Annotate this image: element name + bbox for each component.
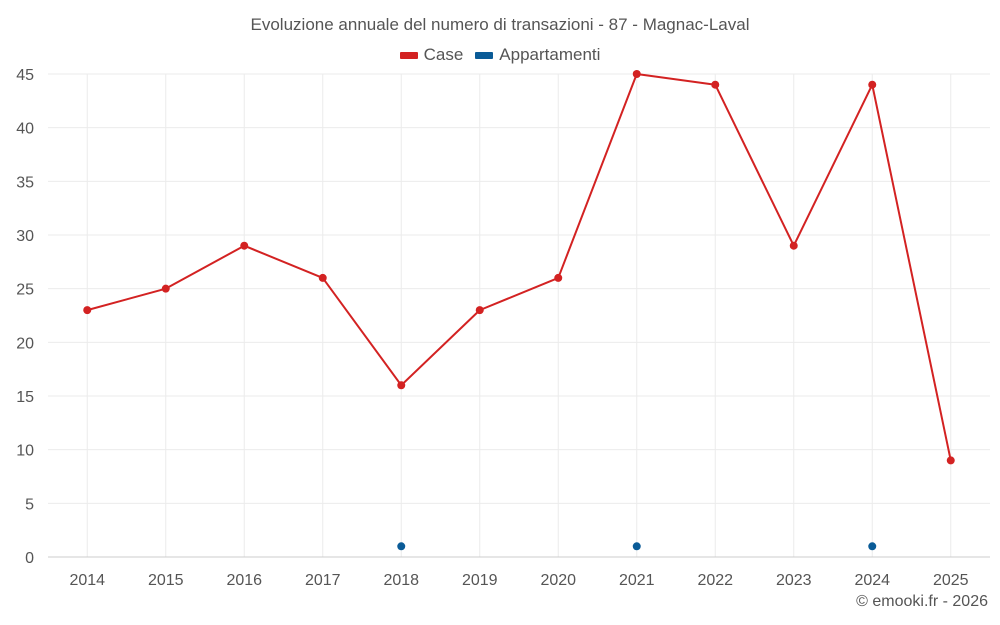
y-tick-label: 40 (16, 121, 34, 138)
data-point (868, 80, 877, 89)
legend-swatch-appartamenti (475, 51, 494, 59)
x-tick-label: 2020 (540, 572, 576, 589)
data-point (397, 542, 406, 551)
data-point (318, 273, 327, 282)
x-tick-label: 2022 (697, 572, 733, 589)
legend-item-appartamenti[interactable]: Appartamenti (475, 45, 600, 65)
y-tick-label: 15 (16, 389, 34, 406)
data-point (789, 241, 798, 250)
x-tick-label: 2018 (383, 572, 419, 589)
y-tick-label: 30 (16, 228, 34, 245)
x-tick-label: 2015 (148, 572, 184, 589)
legend-label-case: Case (423, 45, 464, 64)
x-tick-label: 2017 (305, 572, 341, 589)
chart-title: Evoluzione annuale del numero di transaz… (250, 15, 750, 34)
x-tick-label: 2021 (619, 572, 655, 589)
y-tick-label: 20 (16, 335, 34, 352)
x-tick-label: 2019 (462, 572, 498, 589)
y-tick-label: 25 (16, 282, 34, 299)
legend-label-appartamenti: Appartamenti (499, 45, 601, 64)
y-tick-label: 35 (16, 174, 34, 191)
y-tick-label: 0 (25, 550, 34, 567)
data-point (83, 306, 92, 315)
series-line-0 (86, 73, 952, 461)
data-point (711, 80, 720, 89)
x-tick-label: 2016 (226, 572, 262, 589)
legend: Case Appartamenti (0, 45, 1000, 65)
legend-swatch-case (399, 51, 418, 59)
x-tick-label: 2025 (933, 572, 969, 589)
data-point (868, 542, 877, 551)
y-tick-label: 45 (16, 67, 34, 84)
data-point (554, 273, 563, 282)
y-tick-label: 5 (25, 496, 34, 513)
data-point (475, 306, 484, 315)
data-point (240, 241, 249, 250)
data-point (397, 381, 406, 390)
y-tick-label: 10 (16, 443, 34, 460)
data-point (946, 456, 955, 465)
x-tick-label: 2014 (69, 572, 105, 589)
data-point (161, 284, 170, 293)
x-tick-label: 2023 (776, 572, 812, 589)
data-point (632, 70, 641, 78)
x-tick-label: 2024 (854, 572, 890, 589)
legend-item-case[interactable]: Case (399, 45, 464, 65)
data-point (632, 542, 641, 551)
credit-text: © emooki.fr - 2026 (856, 593, 988, 610)
